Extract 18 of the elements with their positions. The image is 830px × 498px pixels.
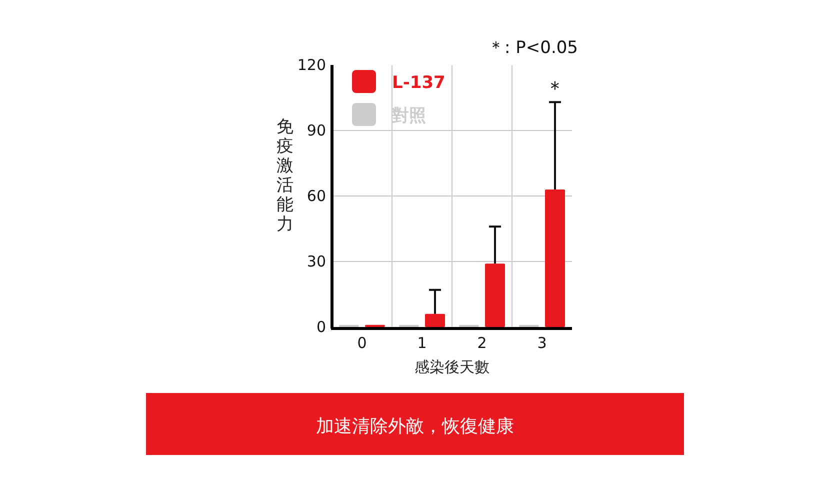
y-axis-title: 免疫激活能力 bbox=[276, 117, 294, 234]
y-tick-label: 90 bbox=[306, 122, 326, 140]
annotation: ＊ bbox=[545, 76, 565, 100]
x-tick-label: 1 bbox=[417, 334, 427, 352]
y-tick-label: 60 bbox=[306, 187, 326, 205]
bar bbox=[545, 189, 565, 327]
x-tick-label: 3 bbox=[537, 334, 547, 352]
legend-label: L-137 bbox=[392, 73, 446, 93]
x-tick-label: 0 bbox=[357, 334, 367, 352]
x-tick-label: 2 bbox=[477, 334, 487, 352]
y-tick-label: 0 bbox=[316, 318, 326, 336]
y-tick-label: 120 bbox=[297, 56, 326, 74]
bar bbox=[425, 314, 445, 327]
bar bbox=[485, 264, 505, 327]
y-tick-label: 30 bbox=[306, 252, 326, 270]
text: ＊: P<0.05 bbox=[488, 38, 578, 58]
text: 加速清除外敵，恢復健康 bbox=[316, 416, 514, 437]
x-axis-title: 感染後天數 bbox=[414, 358, 490, 376]
